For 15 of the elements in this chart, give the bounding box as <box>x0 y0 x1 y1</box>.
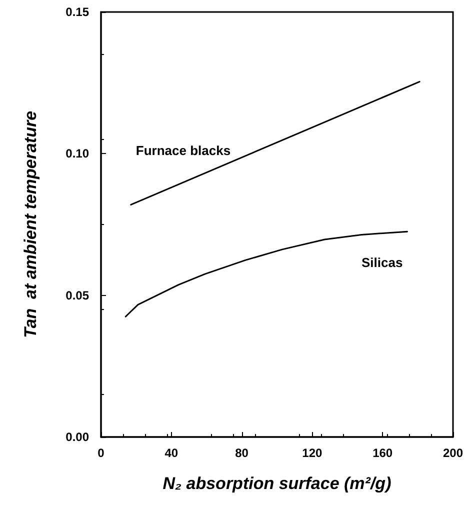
x-tick-label: 160 <box>372 446 393 460</box>
x-tick-label: 0 <box>98 446 105 460</box>
y-axis-title: Tan at ambient temperature <box>21 110 40 338</box>
x-tick-label: 200 <box>442 446 464 460</box>
series-label: Silicas <box>361 255 403 270</box>
y-tick-label: 0.05 <box>66 288 90 302</box>
x-tick-label: 120 <box>302 446 323 460</box>
series-label: Furnace blacks <box>136 143 231 158</box>
y-tick-label: 0.10 <box>66 146 90 161</box>
x-tick-label: 40 <box>164 446 178 460</box>
y-tick-label: 0.15 <box>66 5 90 19</box>
line-series <box>124 230 408 318</box>
x-axis-title: N₂ absorption surface (m²/g) <box>162 474 392 493</box>
x-tick-label: 80 <box>235 446 249 460</box>
y-tick-label: 0.00 <box>66 430 90 444</box>
